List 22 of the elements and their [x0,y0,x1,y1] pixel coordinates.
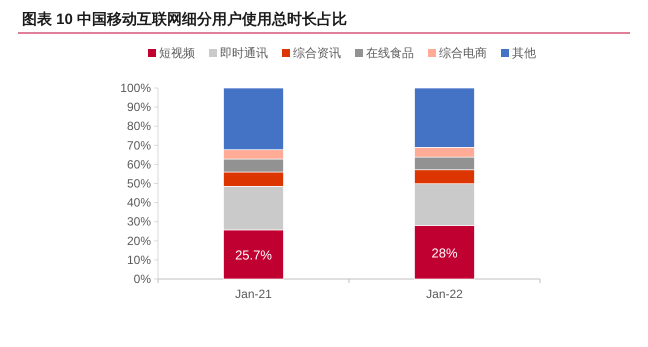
x-tick-label: Jan-22 [426,287,464,301]
y-tick-label: 100% [120,81,152,95]
legend-label: 综合电商 [439,46,487,60]
data-label: 28% [431,245,458,260]
y-tick-label: 40% [126,196,152,210]
y-tick-label: 80% [126,119,152,134]
y-tick-label: 10% [126,252,152,267]
y-tick-label: 0% [134,272,152,286]
y-tick-label: 70% [126,138,152,152]
legend-label: 在线食品 [366,46,414,60]
legend-label: 短视频 [159,46,195,60]
data-label: 25.7% [235,247,272,262]
legend-label: 其他 [512,46,536,60]
chart-title: 图表 10 中国移动互联网细分用户使用总时长占比 [22,10,348,28]
legend-label: 即时通讯 [220,46,268,60]
y-tick-label: 60% [126,157,152,172]
y-tick-label: 30% [126,214,152,229]
y-tick-label: 90% [126,100,152,114]
x-tick-label: Jan-21 [235,287,272,301]
y-tick-label: 20% [126,234,152,248]
y-tick-label: 50% [126,176,152,190]
legend-label: 综合资讯 [293,46,341,60]
